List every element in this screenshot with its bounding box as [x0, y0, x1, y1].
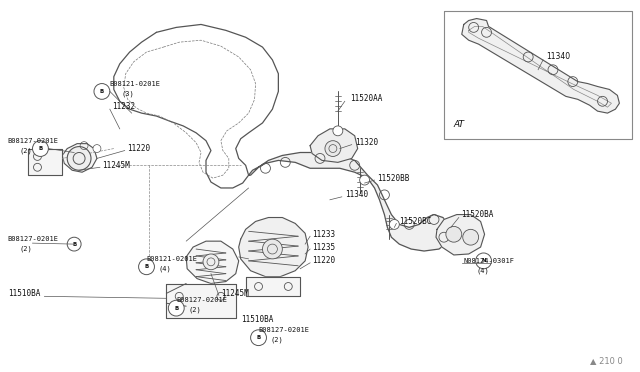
Text: B08121-0201E: B08121-0201E	[147, 256, 198, 262]
Text: B08121-0201E: B08121-0201E	[110, 81, 161, 87]
Text: B08127-0201E: B08127-0201E	[8, 236, 59, 242]
Text: B08127-0201E: B08127-0201E	[176, 297, 227, 303]
Circle shape	[463, 230, 479, 245]
Circle shape	[389, 219, 399, 230]
Polygon shape	[239, 218, 308, 277]
Text: B: B	[145, 264, 148, 269]
Circle shape	[251, 330, 266, 346]
Text: 11233: 11233	[312, 230, 335, 239]
Text: 11520BC: 11520BC	[399, 217, 432, 226]
Text: (2): (2)	[271, 336, 283, 343]
Text: 11340: 11340	[546, 52, 570, 61]
Circle shape	[67, 147, 91, 170]
Circle shape	[168, 300, 184, 316]
Text: B: B	[174, 306, 179, 311]
Text: B: B	[257, 335, 260, 340]
Text: B: B	[100, 89, 104, 94]
Text: 11320: 11320	[355, 138, 378, 147]
Text: 11232: 11232	[112, 102, 135, 111]
Circle shape	[333, 126, 343, 136]
Polygon shape	[166, 283, 236, 318]
Circle shape	[262, 239, 282, 259]
Circle shape	[203, 254, 219, 270]
Text: 11520AA: 11520AA	[349, 94, 382, 103]
Circle shape	[33, 141, 49, 157]
Circle shape	[360, 175, 369, 185]
Text: B08127-0201E: B08127-0201E	[259, 327, 310, 333]
Text: 11235: 11235	[312, 243, 335, 251]
Text: 11340: 11340	[345, 190, 368, 199]
Polygon shape	[461, 19, 620, 113]
Text: 11245M: 11245M	[221, 289, 248, 298]
Text: ▲ 210 0: ▲ 210 0	[589, 356, 622, 365]
Text: 11510BA: 11510BA	[8, 289, 40, 298]
Polygon shape	[248, 153, 451, 251]
Text: 11520BA: 11520BA	[461, 210, 493, 219]
Text: (2): (2)	[20, 147, 33, 154]
Text: (2): (2)	[188, 307, 201, 313]
Circle shape	[476, 253, 492, 269]
Text: (3): (3)	[122, 90, 134, 97]
Circle shape	[94, 84, 110, 99]
Text: AT: AT	[454, 120, 465, 129]
Text: 11220: 11220	[312, 256, 335, 265]
Circle shape	[93, 145, 101, 153]
Text: (2): (2)	[20, 246, 33, 252]
Text: (4): (4)	[159, 266, 171, 272]
Text: (4): (4)	[477, 267, 490, 274]
Text: 11220: 11220	[127, 144, 150, 153]
Polygon shape	[246, 277, 300, 296]
Polygon shape	[28, 148, 62, 175]
Text: N: N	[481, 259, 486, 263]
Circle shape	[325, 141, 341, 157]
Polygon shape	[62, 144, 97, 172]
Text: 11245M: 11245M	[102, 161, 130, 170]
Text: N08124-0301F: N08124-0301F	[464, 258, 515, 264]
Polygon shape	[186, 241, 239, 283]
Text: B: B	[72, 242, 76, 247]
Text: 11520BB: 11520BB	[378, 174, 410, 183]
Text: B: B	[38, 146, 43, 151]
Circle shape	[139, 259, 154, 275]
Circle shape	[67, 237, 81, 251]
Polygon shape	[310, 129, 358, 162]
Circle shape	[446, 227, 461, 242]
Polygon shape	[436, 215, 484, 255]
Text: B08127-0201E: B08127-0201E	[8, 138, 59, 144]
Text: 11510BA: 11510BA	[241, 315, 273, 324]
